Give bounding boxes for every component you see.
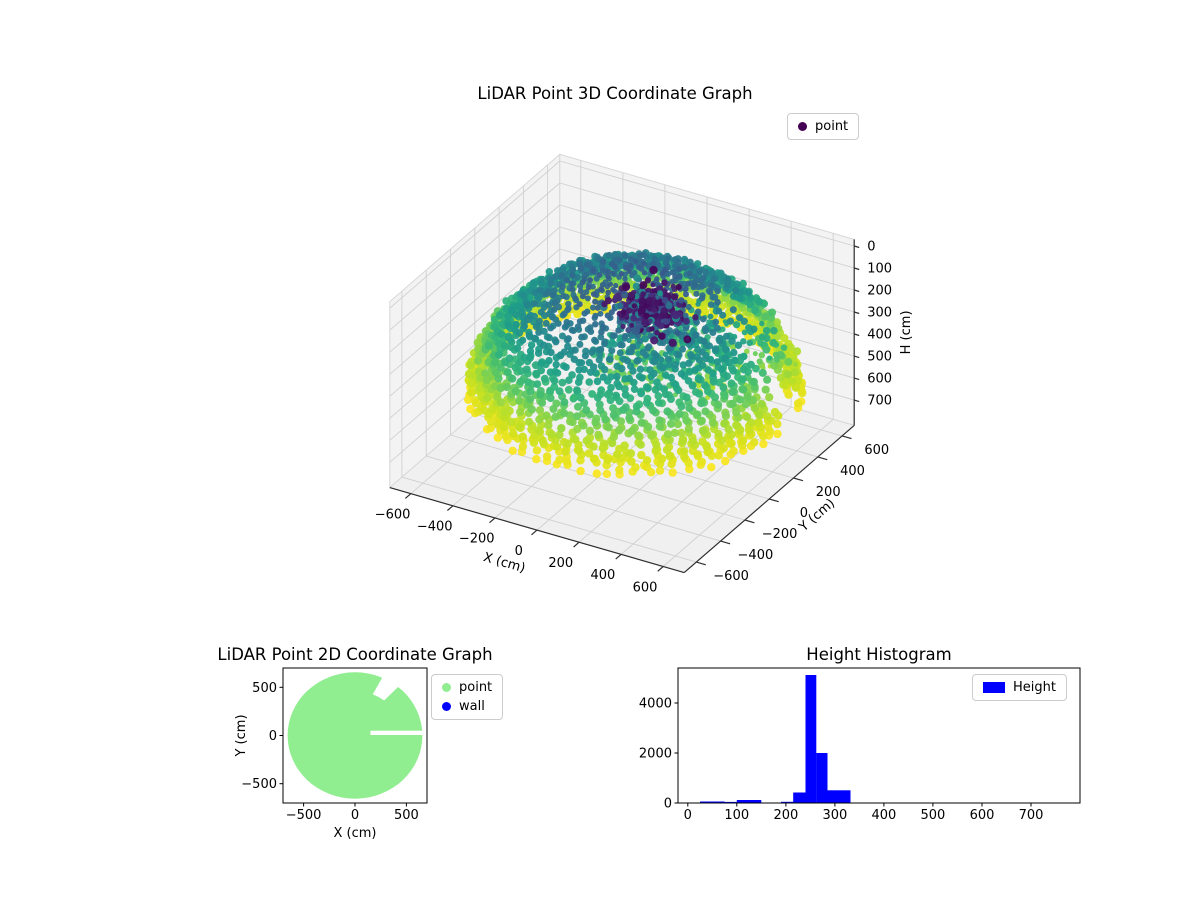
hist-x-tick-label: 700 <box>1019 808 1044 823</box>
plot3d-z-tick-label: 500 <box>867 350 892 365</box>
hist-x-tick-label: 500 <box>920 808 945 823</box>
plot3d-legend: point <box>787 113 860 140</box>
plot3d-cluster-points <box>599 265 699 347</box>
plot2d-gap-slit <box>370 730 426 735</box>
plot3d-y-tick-label: −200 <box>762 527 798 542</box>
plot3d-zlabel: H (cm) <box>899 310 914 354</box>
hist-bar <box>724 801 737 803</box>
plot3d-x-tick-label: −400 <box>417 520 453 535</box>
plot3d-z-tick-label: 700 <box>867 394 892 409</box>
plot2d-x-tick-label: 0 <box>351 808 359 823</box>
height-patch-icon <box>983 682 1005 693</box>
plot3d-y-tick-label: 200 <box>816 485 841 500</box>
hist-x-tick-label: 600 <box>970 808 995 823</box>
hist-x-tick-label: 200 <box>773 808 798 823</box>
hist-y-tick-label: 0 <box>664 797 672 812</box>
plot3d-x-tick-label: −200 <box>459 532 495 547</box>
plot3d-z-tick-label: 600 <box>867 372 892 387</box>
hist-x-tick-label: 0 <box>684 808 692 823</box>
legend-entry-height: Height <box>983 679 1056 696</box>
plot3d-z-tick-label: 0 <box>867 240 875 255</box>
plot2d-point-cloud <box>287 672 423 799</box>
plot2d-legend: point wall <box>431 674 504 720</box>
hist-bar <box>827 790 851 804</box>
plot2d-x-tick-label: 500 <box>394 808 419 823</box>
hist-y-tick-label: 4000 <box>639 697 672 712</box>
plot3d-x-tick-label: 200 <box>548 556 573 571</box>
legend-entry-point: point <box>442 679 492 696</box>
hist-bar <box>736 800 762 803</box>
plot2d-ylabel: Y (cm) <box>234 714 249 757</box>
hist-x-tick-label: 300 <box>822 808 847 823</box>
axes3d-spines <box>389 239 860 574</box>
plot3d-y-tick-label: −600 <box>713 569 749 584</box>
hist-legend: Height <box>972 674 1067 701</box>
plot3d-x-tick-label: 400 <box>590 568 615 583</box>
plot3d-title: LiDAR Point 3D Coordinate Graph <box>477 84 753 103</box>
plot2d-gap-notch <box>372 674 401 701</box>
plot3d-z-tick-label: 200 <box>867 284 892 299</box>
plot2d-xlabel: X (cm) <box>334 826 377 841</box>
plot3d-z-tick-label: 400 <box>867 328 892 343</box>
point-marker-icon <box>798 122 807 131</box>
hist-x-tick-label: 100 <box>724 808 749 823</box>
hist-axes: 0 100 200 300 400 500 600 700 0 2000 4000 <box>639 667 1081 823</box>
plot3d-y-tick-label: 400 <box>840 464 865 479</box>
plot2d-y-tick-label: 500 <box>252 681 277 696</box>
legend-label-point: point <box>815 119 849 134</box>
plot2d-title: LiDAR Point 2D Coordinate Graph <box>217 645 493 664</box>
plot2d-x-tick-label: −500 <box>286 808 322 823</box>
hist-title: Height Histogram <box>806 645 952 664</box>
legend-label-point: point <box>459 680 493 695</box>
plot3d-x-tick-label: 600 <box>633 580 658 595</box>
plot3d-y-tick-label: −400 <box>738 548 774 563</box>
plot2d-axes: −500 0 500 −500 0 500 X (cm) Y (cm) <box>234 667 428 841</box>
plot3d-z-tick-label: 300 <box>867 306 892 321</box>
wall-marker-icon <box>442 702 451 711</box>
hist-spines <box>677 667 1081 804</box>
plot3d-z-tick-label: 100 <box>867 262 892 277</box>
plot2d-y-tick-label: 0 <box>269 729 277 744</box>
hist-y-tick-label: 2000 <box>639 747 672 762</box>
hist-bar <box>793 792 806 803</box>
hist-bar <box>700 801 725 803</box>
legend-entry-wall: wall <box>442 698 492 715</box>
legend-label-wall: wall <box>459 699 485 714</box>
plot3d-x-tick-label: 0 <box>515 544 523 559</box>
hist-bar <box>805 675 817 803</box>
hist-bar <box>816 753 828 803</box>
hist-bar <box>781 801 794 804</box>
legend-label-height: Height <box>1013 680 1056 695</box>
point-marker-icon <box>442 683 451 692</box>
plot3d-y-tick-label: 600 <box>864 443 889 458</box>
plot3d-x-tick-label: −600 <box>375 507 411 522</box>
hist-x-tick-label: 400 <box>871 808 896 823</box>
plot3d-y-tick-label: 0 <box>800 506 808 521</box>
plot3d-axes: −600−400−2000200400600−600−400−200020040… <box>375 153 914 595</box>
plot2d-y-tick-label: −500 <box>241 777 277 792</box>
legend-entry-point: point <box>798 118 848 135</box>
